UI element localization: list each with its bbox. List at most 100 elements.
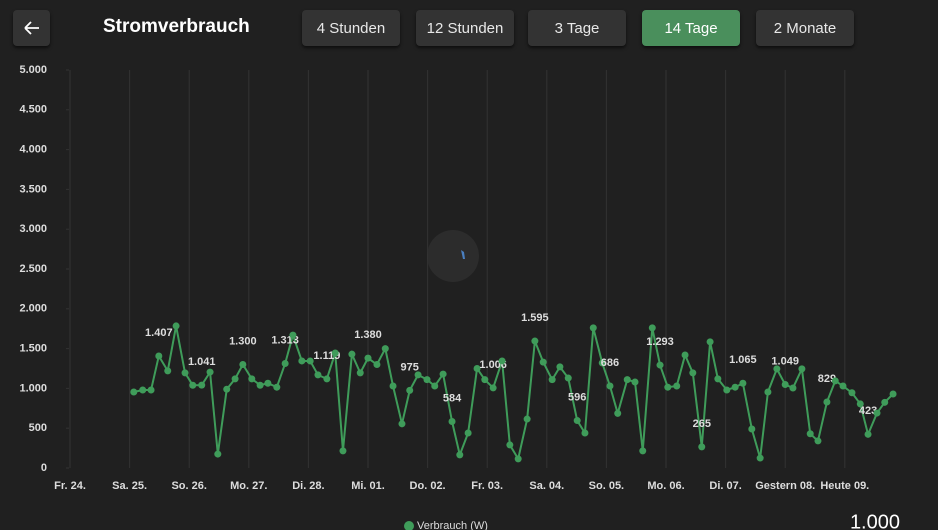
data-point [147, 386, 155, 394]
data-point [289, 331, 297, 339]
range-button[interactable]: 3 Tage [528, 10, 626, 46]
data-point [698, 443, 706, 451]
data-point [706, 338, 714, 346]
data-point [681, 351, 689, 359]
data-point [631, 378, 639, 386]
data-point [398, 420, 406, 428]
spinner-glyph [461, 250, 465, 259]
data-point [373, 361, 381, 369]
y-tick-label: 2.000 [19, 303, 47, 315]
data-point [331, 349, 339, 357]
data-point [164, 367, 172, 375]
data-point [339, 447, 347, 455]
data-point [356, 369, 364, 377]
data-point [189, 381, 197, 389]
y-tick-label: 0 [41, 462, 47, 474]
data-point [281, 359, 289, 367]
x-tick-label: So. 26. [171, 480, 206, 492]
data-point [464, 429, 472, 437]
x-tick-label: Mi. 01. [351, 480, 385, 492]
data-label: 1.300 [229, 335, 257, 347]
data-label: 584 [443, 392, 462, 404]
y-tick-label: 4.000 [19, 144, 47, 156]
data-label: 1.380 [354, 329, 382, 341]
data-point [473, 365, 481, 372]
data-point [523, 415, 531, 423]
data-point [814, 437, 822, 445]
y-tick-label: 3.500 [19, 183, 47, 195]
data-point [248, 375, 256, 383]
data-point [564, 374, 572, 382]
y-tick-label: 500 [29, 422, 47, 434]
data-point [155, 352, 163, 360]
data-label: 829 [818, 373, 836, 385]
data-point [789, 384, 797, 392]
data-point [506, 441, 514, 449]
data-point [431, 382, 439, 390]
data-point [648, 324, 656, 332]
range-button[interactable]: 4 Stunden [302, 10, 400, 46]
data-label: 423 [859, 405, 877, 417]
data-point [314, 371, 322, 379]
legend-swatch [404, 521, 414, 530]
data-point [831, 377, 839, 385]
x-tick-label: Mo. 06. [647, 480, 684, 492]
data-point [389, 382, 397, 390]
data-label: 265 [693, 418, 711, 430]
data-point [214, 450, 222, 458]
range-button[interactable]: 12 Stunden [416, 10, 514, 46]
range-button[interactable]: 14 Tage [642, 10, 740, 46]
data-point [456, 451, 464, 459]
data-point [364, 354, 372, 362]
data-point [581, 429, 589, 437]
back-icon [24, 21, 39, 35]
data-point [531, 337, 539, 345]
page-title: Stromverbrauch [103, 16, 250, 37]
data-point [273, 383, 281, 391]
data-point [206, 368, 214, 376]
data-point [231, 375, 239, 383]
data-point [823, 398, 831, 406]
data-point [723, 386, 731, 394]
data-label: 1.065 [729, 354, 757, 366]
y-tick-label: 1.500 [19, 343, 47, 355]
data-point [181, 369, 189, 377]
data-point [306, 357, 314, 365]
data-point [589, 324, 597, 332]
data-point [656, 361, 664, 369]
y-tick-label: 3.000 [19, 223, 47, 235]
x-tick-label: Di. 28. [292, 480, 324, 492]
y-tick-label: 5.000 [19, 64, 47, 76]
data-point [323, 375, 331, 383]
x-tick-label: Sa. 04. [529, 480, 564, 492]
data-point [623, 376, 631, 384]
data-point [573, 417, 581, 425]
data-point [689, 369, 697, 377]
data-point [773, 365, 781, 373]
data-point [806, 430, 814, 438]
data-point [414, 371, 422, 379]
x-tick-label: Di. 07. [709, 480, 741, 492]
data-point [731, 383, 739, 391]
data-point [756, 454, 764, 462]
data-point [798, 365, 806, 373]
data-point [848, 389, 856, 397]
data-point [130, 388, 138, 396]
range-button[interactable]: 2 Monate [756, 10, 854, 46]
data-point [348, 350, 356, 358]
data-point [548, 376, 556, 384]
data-point [839, 382, 847, 390]
data-point [889, 390, 897, 398]
back-button[interactable] [13, 10, 50, 46]
data-label: 1.041 [188, 356, 216, 368]
data-label: 596 [568, 391, 586, 403]
data-point [873, 409, 881, 417]
data-point [606, 382, 614, 390]
footer-value: 1.000 [850, 511, 900, 530]
x-tick-label: Heute 09. [820, 480, 869, 492]
data-point [448, 418, 456, 426]
data-point [673, 382, 681, 390]
data-point [172, 322, 180, 330]
